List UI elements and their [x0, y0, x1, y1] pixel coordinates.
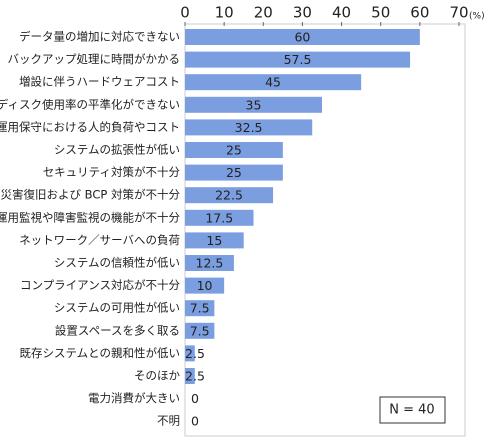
value-label: 0 [191, 391, 199, 406]
x-tick-label: 30 [293, 4, 312, 22]
x-tick-label: 60 [410, 4, 429, 22]
y-tick-label: 不明 [157, 414, 180, 428]
bar [185, 51, 411, 68]
value-label: 7.5 [190, 301, 210, 316]
value-label: 45 [265, 75, 281, 90]
y-tick-label: データ量の増加に対応できない [19, 30, 180, 44]
x-tick-label: 20 [254, 4, 273, 22]
bar [185, 322, 215, 339]
value-label: 32.5 [235, 120, 263, 135]
value-label: 25 [226, 165, 242, 180]
bar [185, 119, 313, 136]
y-tick-label: システムの可用性が低い [54, 301, 180, 315]
value-label: 7.5 [190, 323, 210, 338]
y-tick-label: 電力消費が大きい [88, 391, 180, 405]
value-label: 17.5 [205, 210, 233, 225]
bar [185, 255, 234, 271]
plot-frame [184, 23, 466, 437]
value-label: 25 [226, 143, 242, 158]
value-label: 57.5 [284, 52, 312, 67]
axis-unit: (%) [469, 12, 485, 22]
x-tick-label: 50 [371, 4, 390, 22]
x-tick-label: 0 [180, 4, 190, 22]
value-label: 60 [294, 30, 310, 45]
bar [185, 142, 283, 158]
annotation-box [379, 396, 446, 424]
value-label: 2.5 [185, 369, 205, 384]
y-tick-label: 既存システムとの親和性が低い [19, 346, 180, 360]
y-tick-label: そのほか [134, 369, 180, 383]
annotation: N = 40 [389, 403, 434, 418]
value-label: 10 [197, 278, 213, 293]
x-tick-label: 10 [215, 4, 234, 22]
y-tick-label: システムの信頼性が低い [54, 256, 180, 270]
y-tick-label: セキュリティ対策が不十分 [43, 165, 181, 179]
value-label: 2.5 [185, 346, 205, 361]
value-label: 35 [246, 97, 262, 112]
y-tick-label: コンプライアンス対応が不十分 [20, 278, 180, 292]
y-tick-label: システムの拡張性が低い [54, 143, 180, 157]
y-tick-label: ネットワーク／サーバへの負荷 [19, 233, 180, 247]
bar [185, 209, 254, 226]
bar [185, 96, 322, 113]
y-tick-label: 増設に伴うハードウェアコスト [19, 75, 180, 89]
bar [185, 187, 274, 204]
value-label: 15 [206, 233, 222, 248]
bar [185, 29, 420, 45]
y-tick-label: 災害復旧および BCP 対策が不十分 [1, 188, 181, 202]
y-tick-label: バックアップ処理に時間がかかる [8, 52, 181, 66]
bar [185, 277, 225, 294]
x-tick-label: 40 [332, 4, 351, 22]
bar [185, 74, 362, 91]
bar [185, 164, 283, 181]
y-tick-label: 運用監視や障害監視の機能が不十分 [0, 210, 180, 224]
bar [185, 232, 244, 249]
value-label: 0 [191, 414, 199, 429]
value-label: 22.5 [215, 188, 243, 203]
y-tick-label: ディスク使用率の平準化ができない [0, 97, 180, 111]
bar [185, 300, 215, 317]
y-tick-label: 運用保守における人的負荷やコスト [0, 120, 180, 134]
x-tick-label: 70 [449, 4, 468, 22]
y-tick-label: 設置スペースを多く取る [55, 323, 180, 337]
value-label: 12.5 [196, 256, 224, 271]
bar [185, 368, 195, 384]
bar [185, 345, 195, 362]
